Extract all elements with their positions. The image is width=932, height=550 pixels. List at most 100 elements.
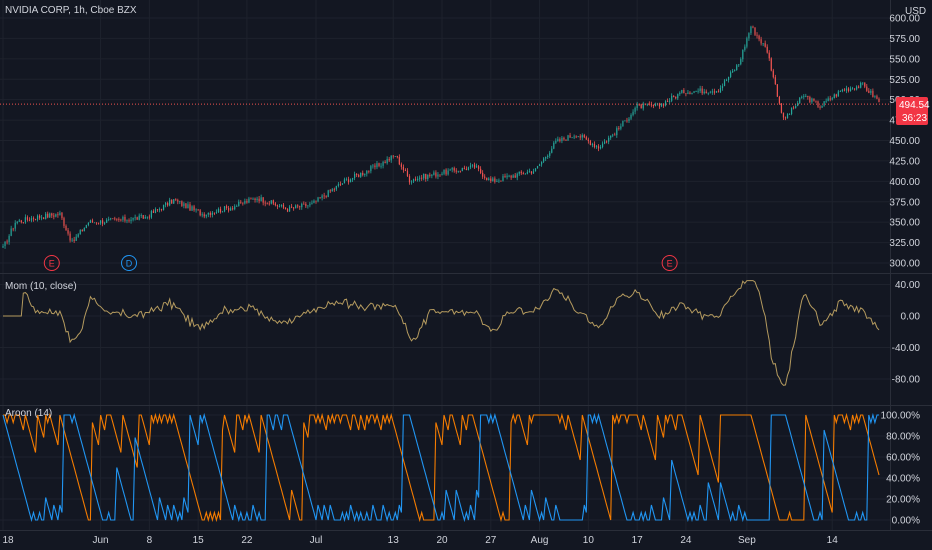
candle-body — [325, 196, 327, 198]
candle-body — [75, 236, 77, 241]
candle-body — [93, 222, 96, 224]
candle-body — [874, 96, 876, 98]
aroon-axis-tick: 60.00% — [886, 453, 920, 464]
time-axis-tick: Jul — [310, 535, 323, 546]
candle-body — [380, 165, 382, 167]
aroon-axis[interactable]: 100.00% 80.00% 60.00% 40.00% 20.00% 0.00% — [881, 411, 921, 527]
candle-body — [707, 92, 709, 94]
candle-body — [870, 90, 872, 93]
candle-body — [81, 230, 83, 232]
candle-body — [260, 197, 262, 202]
candle-body — [173, 199, 175, 204]
candle-body — [323, 195, 325, 197]
candle-body — [683, 89, 685, 94]
candle-body — [829, 98, 831, 100]
candle-body — [715, 91, 718, 93]
candle-body — [362, 172, 364, 175]
candle-body — [433, 172, 435, 175]
candle-body — [272, 200, 274, 204]
candle-body — [471, 164, 474, 166]
candle-body — [809, 97, 811, 103]
candle-body — [827, 98, 829, 101]
dividend-marker-circle — [121, 255, 138, 271]
candle-body — [756, 34, 758, 36]
candle-body — [486, 177, 488, 181]
candle-body — [589, 141, 591, 146]
candle-body — [738, 64, 740, 66]
candle-body — [244, 201, 246, 204]
price-axis-tick: 350.00 — [889, 218, 920, 229]
candle-body — [73, 239, 75, 241]
candle-body — [725, 79, 728, 81]
momentum-axis-tick: -40.00 — [892, 343, 921, 354]
symbol-title[interactable]: NVIDIA CORP, 1h, Cboe BZX — [5, 5, 137, 16]
candle-body — [167, 203, 169, 206]
time-axis-tick: 14 — [827, 535, 839, 546]
momentum-axis-tick: 40.00 — [895, 280, 920, 291]
candle-body — [360, 172, 362, 177]
candle-body — [274, 203, 276, 206]
currency-label: USD — [905, 6, 926, 17]
candle-body — [374, 165, 376, 168]
candle-body — [502, 176, 504, 181]
candle-body — [126, 220, 128, 222]
candle-body — [305, 203, 307, 207]
earnings-marker-label: E — [667, 259, 673, 269]
candle-body — [345, 179, 348, 181]
aroon-series[interactable] — [2, 412, 880, 523]
candle-body — [847, 88, 850, 92]
candle-body — [551, 148, 553, 153]
candle-body — [288, 206, 291, 212]
candle-body — [778, 96, 781, 104]
candle-body — [148, 216, 150, 218]
candle-body — [658, 103, 661, 107]
candle-body — [158, 209, 161, 210]
candle-body — [429, 174, 431, 176]
candle-body — [207, 212, 209, 215]
candle-body — [616, 128, 618, 136]
candle-body — [467, 167, 470, 171]
candlestick-series[interactable] — [2, 25, 880, 249]
candle-body — [636, 103, 638, 108]
candle-body — [484, 176, 486, 178]
candle-body — [709, 92, 711, 94]
time-axis[interactable]: 18 Jun 8 15 22 Jul 13 20 27 Aug 10 17 24 Sep 14 — [2, 535, 838, 546]
candle-body — [136, 217, 138, 220]
candle-body — [234, 206, 236, 210]
candle-body — [480, 168, 482, 173]
candle-body — [106, 219, 108, 223]
candle-body — [266, 203, 268, 205]
candle-body — [693, 91, 695, 93]
candle-body — [264, 202, 266, 204]
momentum-series[interactable] — [3, 280, 880, 386]
time-axis-tick: 8 — [147, 535, 153, 546]
candle-body — [242, 202, 244, 204]
candle-body — [223, 206, 226, 212]
candle-body — [563, 137, 565, 140]
candle-body — [414, 179, 417, 181]
candle-body — [378, 163, 380, 166]
candle-body — [311, 202, 313, 204]
candle-body — [110, 218, 112, 220]
momentum-axis[interactable]: 40.00 0.00 -40.00 -80.00 — [892, 280, 921, 386]
momentum-title[interactable]: Mom (10, close) — [5, 281, 77, 292]
candle-body — [313, 200, 315, 203]
candle-body — [181, 201, 183, 206]
candle-body — [30, 218, 33, 221]
candle-body — [150, 211, 152, 218]
candle-body — [603, 141, 606, 144]
time-axis-tick: 17 — [632, 535, 644, 546]
candle-body — [465, 168, 468, 171]
candle-body — [12, 228, 14, 230]
candle-body — [351, 177, 354, 180]
candle-body — [230, 208, 232, 211]
aroon-title[interactable]: Aroon (14) — [5, 408, 52, 419]
candle-body — [654, 104, 657, 107]
candle-body — [711, 91, 713, 93]
time-axis-tick: 15 — [193, 535, 205, 546]
candle-body — [559, 139, 561, 142]
candle-body — [555, 140, 557, 143]
candle-body — [370, 166, 372, 172]
